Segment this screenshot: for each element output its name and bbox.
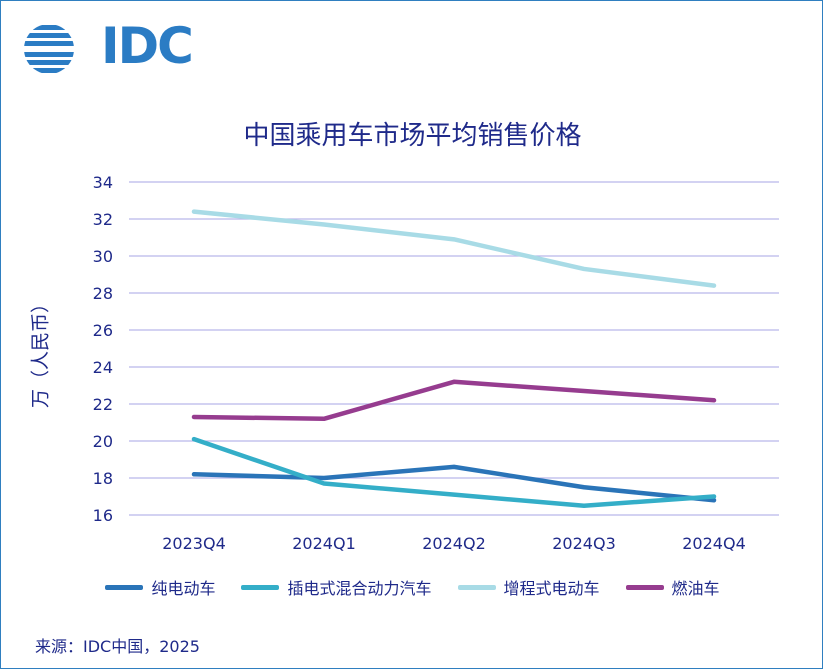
legend-swatch bbox=[457, 584, 496, 590]
series-line-2 bbox=[191, 209, 717, 288]
data-point bbox=[452, 464, 456, 469]
y-tick-label: 34 bbox=[93, 173, 113, 192]
legend: 纯电动车 插电式混合动力汽车 增程式电动车 燃油车 bbox=[1, 575, 823, 599]
y-tick-label: 22 bbox=[93, 395, 113, 414]
legend-item: 增程式电动车 bbox=[457, 575, 600, 599]
data-point bbox=[192, 209, 196, 214]
data-point bbox=[712, 498, 716, 503]
grid-lines bbox=[129, 181, 779, 516]
data-point bbox=[582, 485, 586, 490]
y-tick-label: 26 bbox=[93, 321, 113, 340]
data-point bbox=[322, 416, 326, 421]
legend-label: 增程式电动车 bbox=[503, 579, 600, 598]
legend-item: 燃油车 bbox=[625, 575, 720, 599]
data-point bbox=[582, 389, 586, 394]
legend-item: 纯电动车 bbox=[105, 575, 215, 599]
data-point bbox=[192, 437, 196, 442]
y-tick-label: 32 bbox=[93, 210, 113, 229]
data-point bbox=[452, 237, 456, 242]
legend-label: 纯电动车 bbox=[151, 579, 216, 598]
data-point bbox=[452, 492, 456, 497]
y-tick-label: 20 bbox=[93, 432, 113, 451]
data-point bbox=[192, 414, 196, 419]
data-point bbox=[322, 476, 326, 480]
x-tick-labels: 2023Q4 2024Q1 2024Q2 2024Q3 2024Q4 bbox=[162, 534, 746, 553]
x-tick-label: 2024Q2 bbox=[422, 534, 486, 553]
x-tick-label: 2023Q4 bbox=[162, 534, 226, 553]
y-tick-labels: 16 18 20 22 24 26 28 30 32 34 bbox=[93, 173, 113, 525]
chart-title: 中国乘用车市场平均销售价格 bbox=[243, 121, 582, 151]
data-point bbox=[582, 266, 586, 271]
series-line-3 bbox=[191, 379, 717, 422]
idc-logo: IDC bbox=[23, 17, 203, 75]
data-point bbox=[452, 379, 456, 384]
data-point bbox=[192, 472, 196, 477]
data-point bbox=[712, 494, 716, 499]
y-tick-label: 18 bbox=[93, 469, 113, 488]
data-point bbox=[712, 398, 716, 403]
data-point bbox=[322, 222, 326, 227]
x-tick-label: 2024Q1 bbox=[292, 534, 356, 553]
y-tick-label: 30 bbox=[93, 247, 113, 266]
legend-swatch bbox=[241, 584, 280, 590]
y-tick-label: 24 bbox=[93, 358, 113, 377]
source-note: 来源：IDC中国，2025 bbox=[35, 637, 200, 656]
legend-label: 插电式混合动力汽车 bbox=[287, 579, 432, 598]
legend-swatch bbox=[625, 584, 664, 590]
data-point bbox=[712, 283, 716, 288]
series-lines bbox=[191, 209, 717, 508]
data-point bbox=[582, 503, 586, 508]
y-tick-label: 28 bbox=[93, 284, 113, 303]
data-point bbox=[322, 481, 326, 486]
idc-logo-text: IDC bbox=[101, 17, 194, 75]
legend-item: 插电式混合动力汽车 bbox=[241, 575, 432, 599]
legend-label: 燃油车 bbox=[671, 579, 720, 598]
x-tick-label: 2024Q4 bbox=[682, 534, 746, 553]
y-tick-label: 16 bbox=[93, 506, 113, 525]
legend-swatch bbox=[105, 584, 144, 590]
x-tick-label: 2024Q3 bbox=[552, 534, 616, 553]
idc-globe-icon bbox=[24, 25, 74, 73]
